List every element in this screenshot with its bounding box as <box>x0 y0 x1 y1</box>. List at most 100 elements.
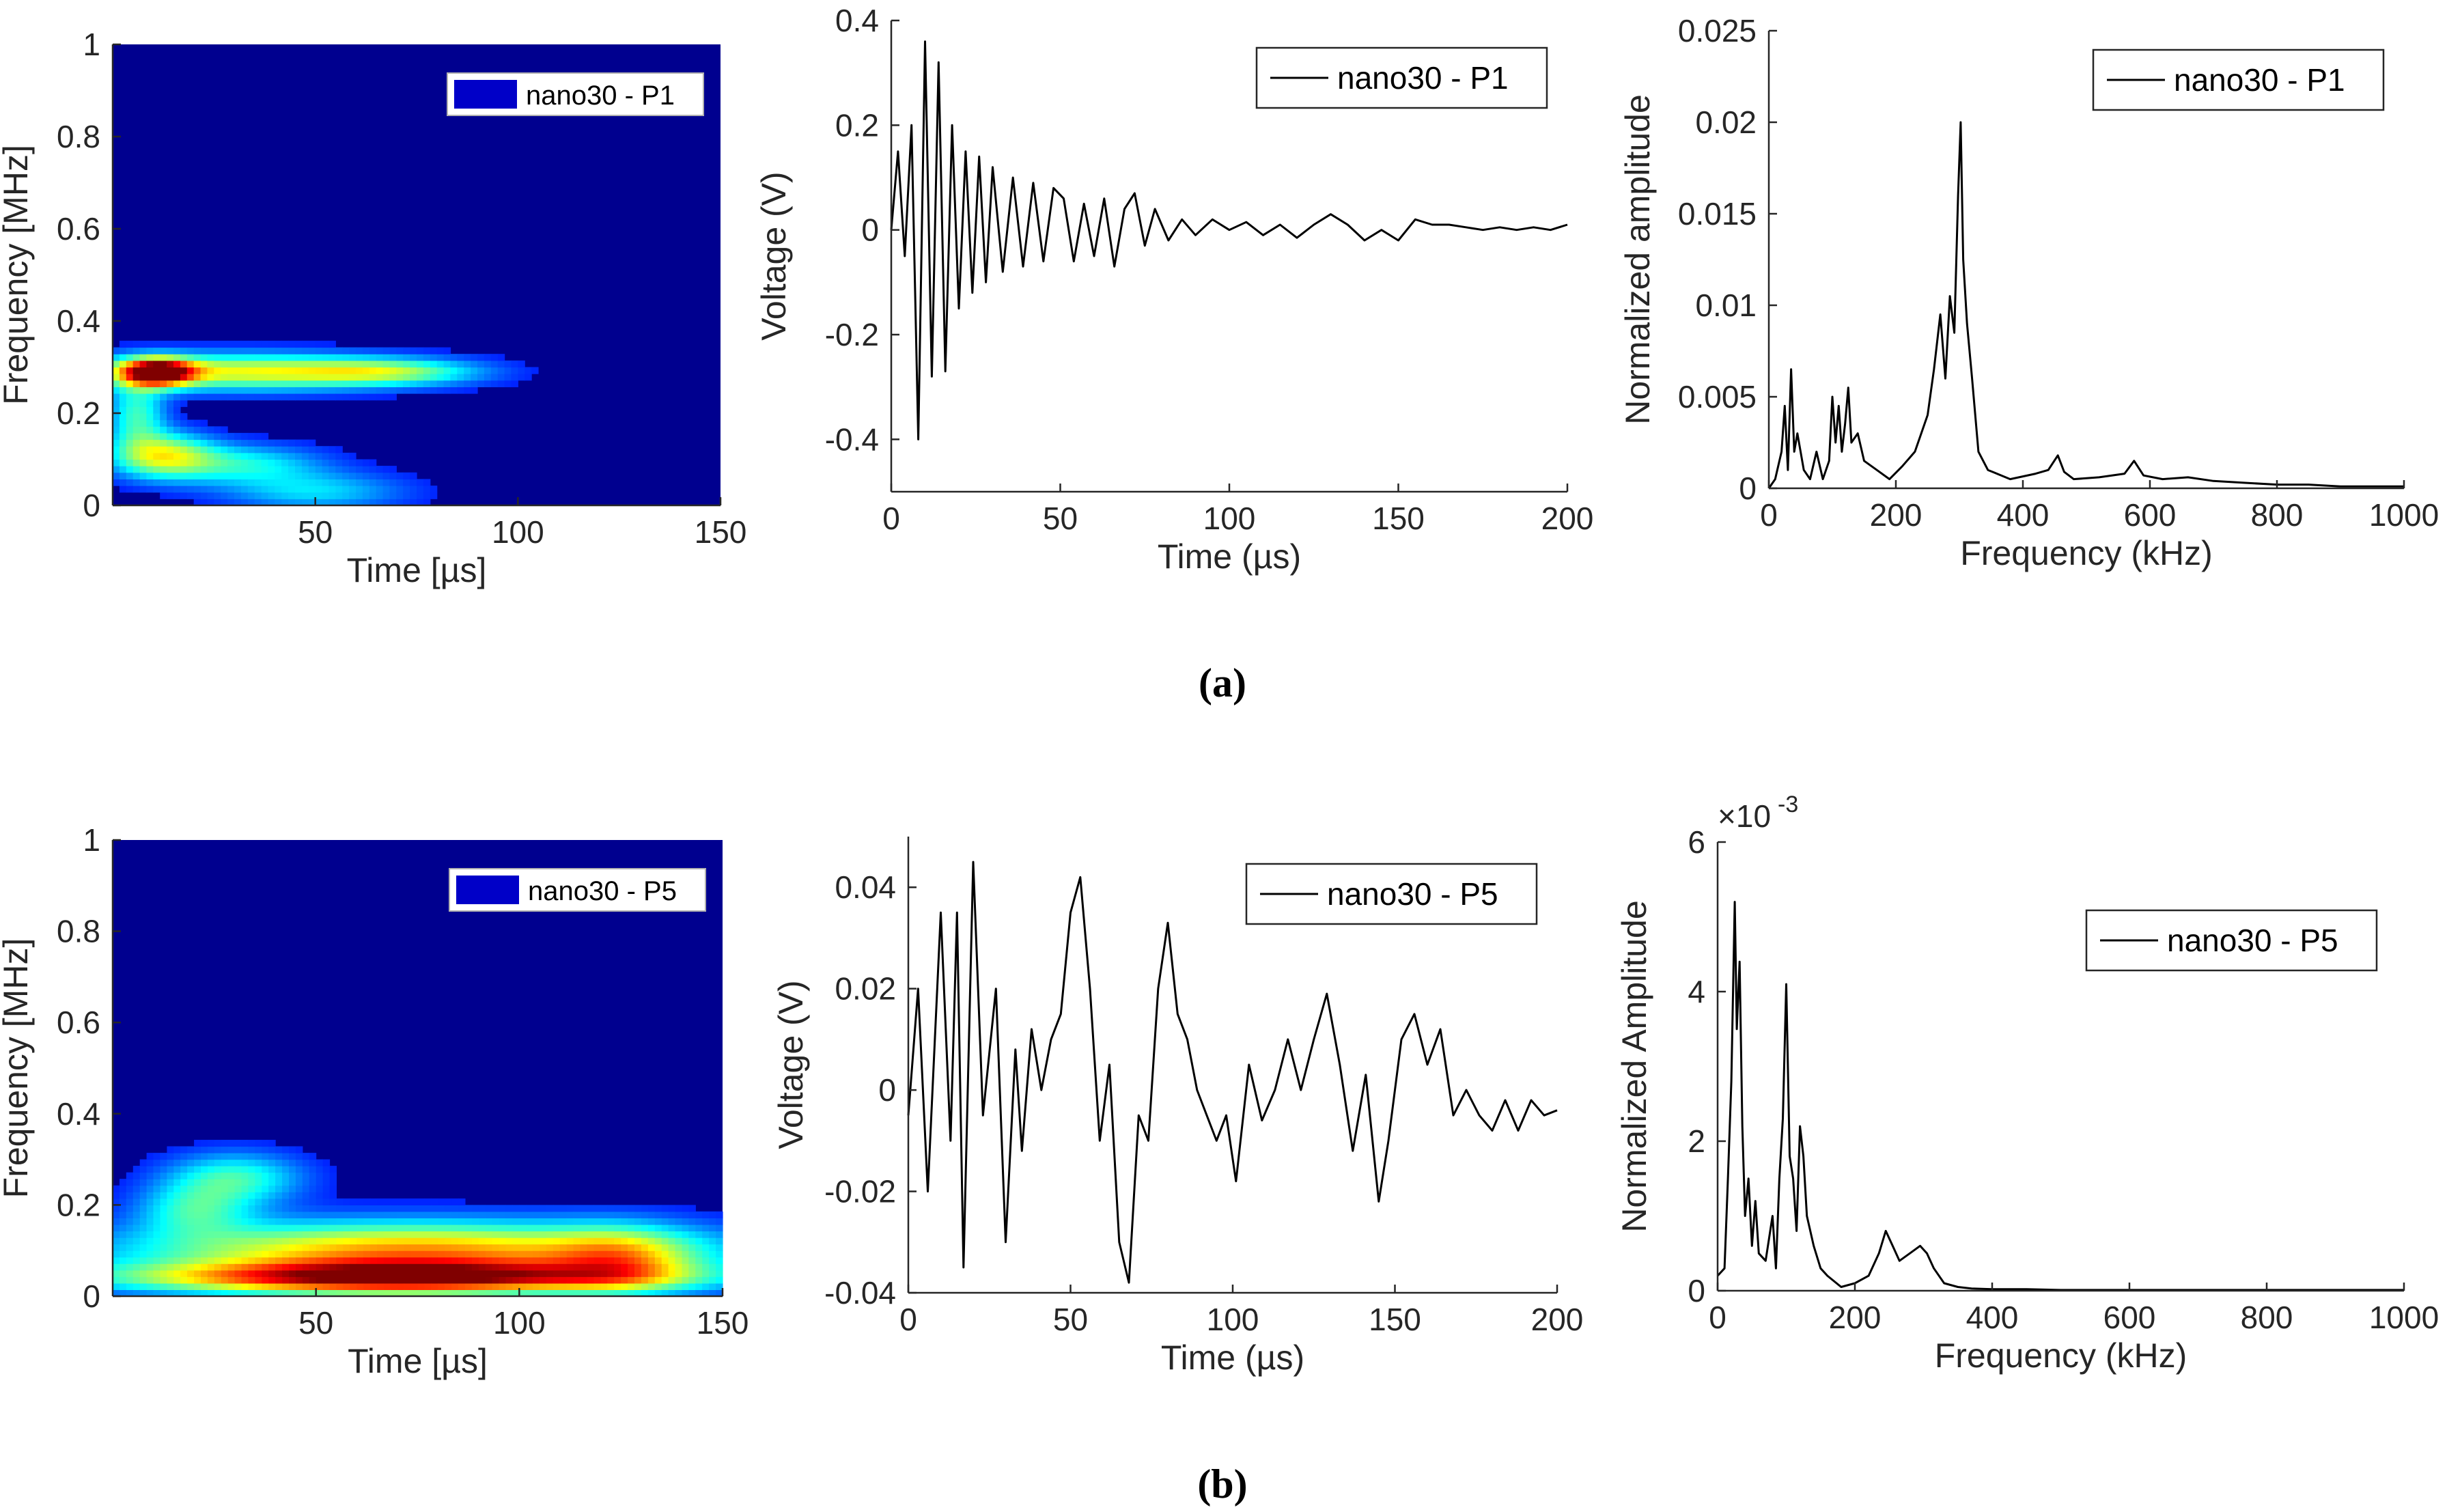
y-tick-label: -0.04 <box>824 1275 896 1311</box>
heatmap-cell <box>417 380 424 387</box>
heatmap-cell <box>315 354 323 361</box>
heatmap-cell <box>410 1283 419 1290</box>
heatmap-cell <box>275 380 282 387</box>
heatmap-cell <box>146 432 154 440</box>
heatmap-cell <box>309 1276 317 1284</box>
heatmap-cell <box>288 472 296 479</box>
heatmap-cell <box>322 347 330 354</box>
heatmap-cell <box>566 1289 574 1297</box>
heatmap-cell <box>160 419 167 427</box>
heatmap-cell <box>268 393 275 401</box>
heatmap-cell <box>214 439 221 447</box>
heatmap-cell <box>295 472 303 479</box>
heatmap-cell <box>614 1244 621 1251</box>
heatmap-cell <box>180 1231 188 1238</box>
heatmap-cell <box>499 1205 507 1212</box>
heatmap-cell <box>268 466 275 473</box>
heatmap-cell <box>329 1179 337 1186</box>
x-tick-label: 200 <box>1829 1300 1882 1335</box>
heatmap-cell <box>423 367 431 374</box>
heatmap-cell <box>167 374 174 381</box>
heatmap-cell <box>180 439 188 447</box>
heatmap-cell <box>424 1244 432 1251</box>
heatmap-cell <box>207 360 214 368</box>
heatmap-cell <box>255 1179 262 1186</box>
heatmap-cell <box>525 374 532 381</box>
heatmap-cell <box>234 1270 242 1277</box>
heatmap-cell <box>119 1218 127 1225</box>
heatmap-cell <box>234 1283 242 1290</box>
x-tick-label: 600 <box>2124 497 2177 533</box>
heatmap-cell <box>295 1166 303 1173</box>
heatmap-cell <box>221 1244 229 1251</box>
heatmap-cell <box>471 1244 479 1251</box>
heatmap-cell <box>675 1289 682 1297</box>
heatmap-cell <box>241 1153 249 1160</box>
heatmap-cell <box>389 499 397 506</box>
y-tick-label: 1 <box>83 822 100 858</box>
heatmap-cell <box>302 1244 310 1251</box>
heatmap-cell <box>499 1283 507 1290</box>
heatmap-cell <box>342 367 350 374</box>
heatmap-cell <box>343 1231 350 1238</box>
heatmap-cell <box>641 1218 649 1225</box>
heatmap-cell <box>275 1218 283 1225</box>
heatmap-cell <box>390 1198 398 1205</box>
heatmap-cell <box>315 374 323 381</box>
heatmap-cell <box>261 486 269 493</box>
heatmap-cell <box>436 354 445 361</box>
heatmap-cell <box>139 393 148 401</box>
heatmap-cell <box>193 354 201 361</box>
heatmap-cell <box>214 1231 222 1238</box>
heatmap-cell <box>424 1283 432 1290</box>
heatmap-cell <box>207 1224 215 1232</box>
x-tick-label: 200 <box>1531 1302 1584 1337</box>
heatmap-cell <box>261 439 269 447</box>
heatmap-cell <box>688 1205 696 1212</box>
heatmap-cell <box>255 1153 262 1160</box>
heatmap-cell <box>682 1283 689 1290</box>
heatmap-cell <box>614 1270 621 1277</box>
heatmap-cell <box>132 354 141 361</box>
heatmap-cell <box>268 486 275 493</box>
heatmap-cell <box>132 1211 141 1218</box>
heatmap-cell <box>275 1159 283 1166</box>
heatmap-cell <box>207 393 214 401</box>
heatmap-cell <box>268 1172 276 1179</box>
heatmap-cell <box>410 1224 419 1232</box>
heatmap-cell <box>315 486 323 493</box>
heatmap-cell <box>451 1283 459 1290</box>
heatmap-cell <box>661 1289 669 1297</box>
heatmap-cell <box>268 1270 276 1277</box>
heatmap-cell <box>132 1289 141 1297</box>
heatmap-cell <box>113 374 120 381</box>
heatmap-cell <box>614 1211 621 1218</box>
heatmap-cell <box>132 1172 141 1179</box>
heatmap-cell <box>397 1205 405 1212</box>
heatmap-cell <box>241 1237 249 1245</box>
heatmap-cell <box>221 1192 229 1199</box>
heatmap-cell <box>329 1283 337 1290</box>
heatmap-cell <box>709 1231 716 1238</box>
heatmap-cell <box>126 1276 134 1284</box>
heatmap-cell <box>207 439 214 447</box>
heatmap-cell <box>262 1244 269 1251</box>
heatmap-cell <box>301 340 309 348</box>
heatmap-cell <box>350 1289 357 1297</box>
heatmap-cell <box>504 367 512 374</box>
heatmap-cell <box>240 492 249 499</box>
heatmap-cell <box>410 347 417 354</box>
heatmap-cell <box>484 360 492 368</box>
heatmap-cell <box>160 1205 167 1212</box>
heatmap-cell <box>634 1289 642 1297</box>
heatmap-cell <box>186 419 195 427</box>
heatmap-cell <box>160 1224 167 1232</box>
heatmap-cell <box>363 1263 371 1271</box>
heatmap-cell <box>641 1270 649 1277</box>
heatmap-cell <box>369 380 377 387</box>
heatmap-cell <box>207 380 214 387</box>
heatmap-cell <box>221 1289 229 1297</box>
heatmap-cell <box>275 1146 283 1153</box>
heatmap-cell <box>328 380 336 387</box>
heatmap-cell <box>424 1198 432 1205</box>
